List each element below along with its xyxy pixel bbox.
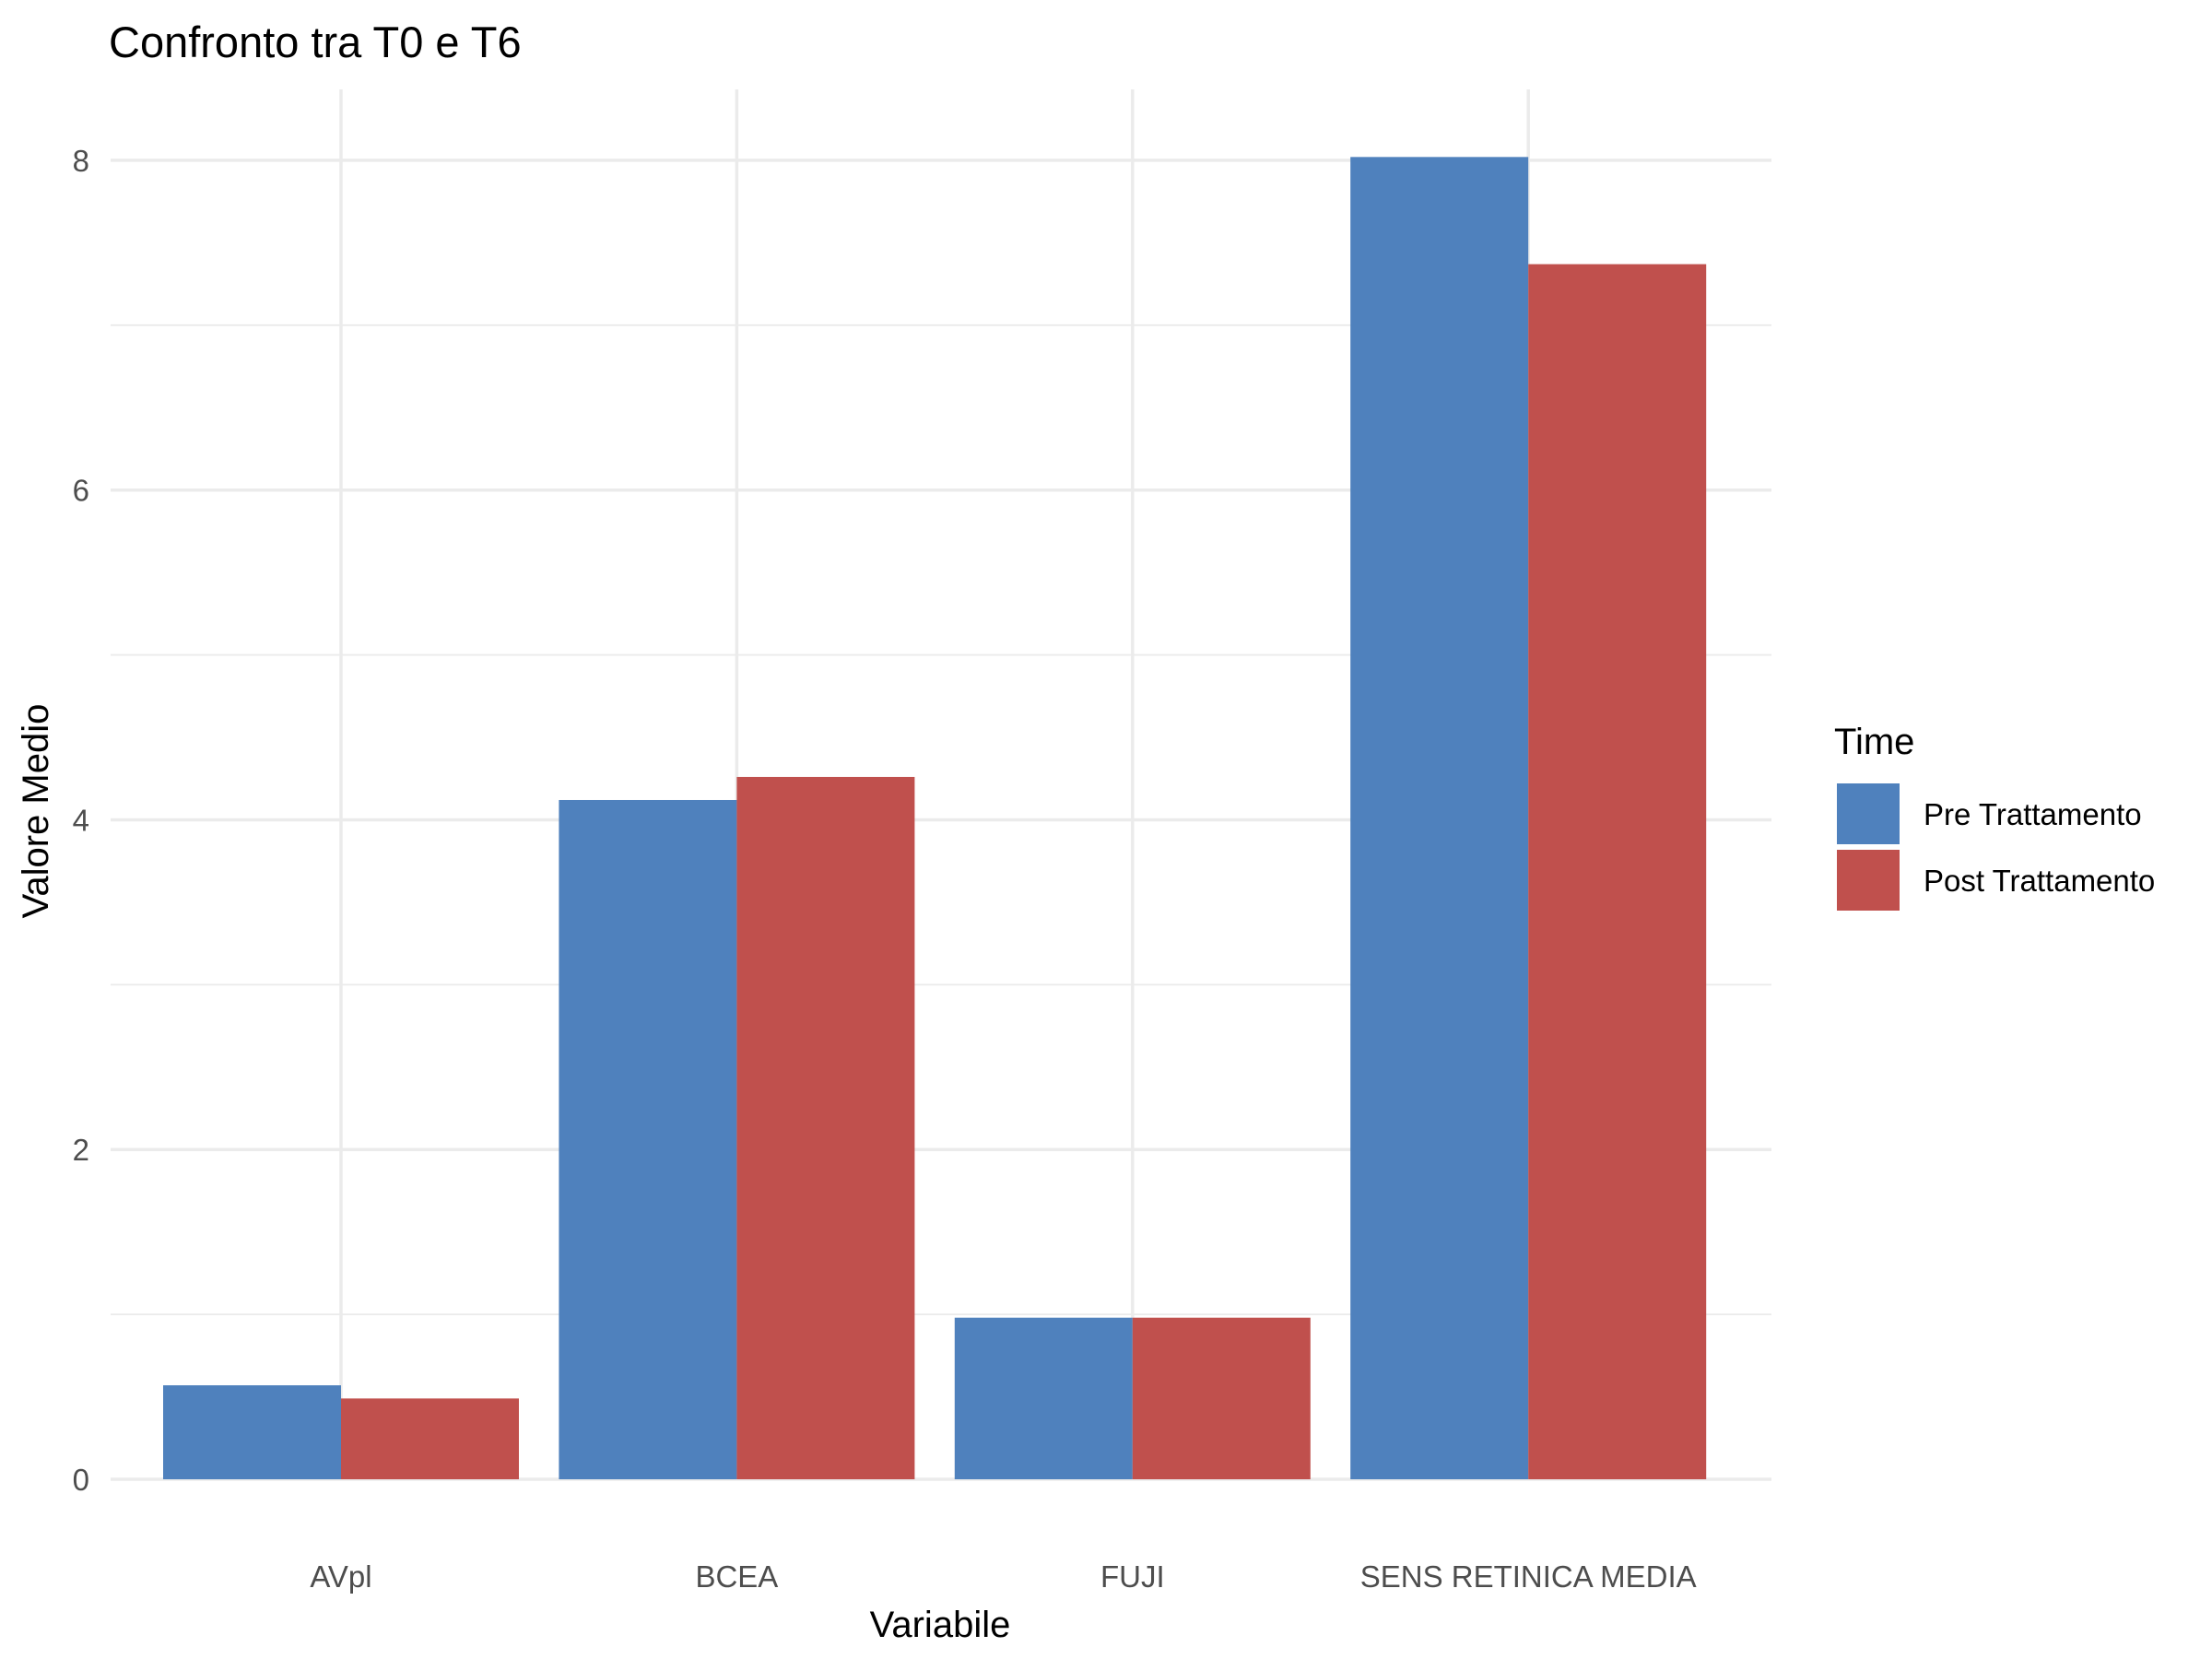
legend-title: Time — [1834, 722, 1914, 762]
legend: Time Pre Trattamento Post Trattamento — [1834, 722, 2155, 911]
x-tick-label: BCEA — [695, 1559, 778, 1594]
x-tick-label: SENS RETINICA MEDIA — [1360, 1559, 1697, 1594]
bar-fuji-pre-trattamento — [954, 1317, 1133, 1479]
y-axis-ticks: 0 2 4 6 8 — [73, 144, 89, 1497]
y-tick-label: 8 — [73, 144, 89, 178]
legend-swatch — [1837, 850, 1900, 911]
bar-bcea-pre-trattamento — [559, 799, 737, 1479]
chart-title: Confronto tra T0 e T6 — [109, 18, 522, 66]
bar-fuji-post-trattamento — [1132, 1317, 1311, 1479]
bar-sens-retinica-media-pre-trattamento — [1350, 157, 1529, 1480]
bar-avpl-post-trattamento — [341, 1398, 519, 1479]
bar-sens-retinica-media-post-trattamento — [1528, 264, 1707, 1479]
y-tick-label: 6 — [73, 474, 89, 508]
y-tick-label: 2 — [73, 1133, 89, 1167]
y-axis-title: Valore Medio — [16, 704, 56, 919]
x-tick-label: FUJI — [1100, 1559, 1165, 1594]
x-axis-ticks: AVpl BCEA FUJI SENS RETINICA MEDIA — [310, 1559, 1696, 1594]
y-tick-label: 4 — [73, 803, 89, 837]
legend-label: Post Trattamento — [1924, 864, 2155, 898]
bar-bcea-post-trattamento — [736, 776, 915, 1479]
bar-avpl-pre-trattamento — [163, 1385, 341, 1479]
x-axis-title: Variabile — [870, 1605, 1011, 1645]
bars — [163, 157, 1707, 1480]
y-tick-label: 0 — [73, 1463, 89, 1497]
x-tick-label: AVpl — [310, 1559, 371, 1594]
legend-swatch — [1837, 783, 1900, 844]
legend-label: Pre Trattamento — [1924, 797, 2142, 831]
